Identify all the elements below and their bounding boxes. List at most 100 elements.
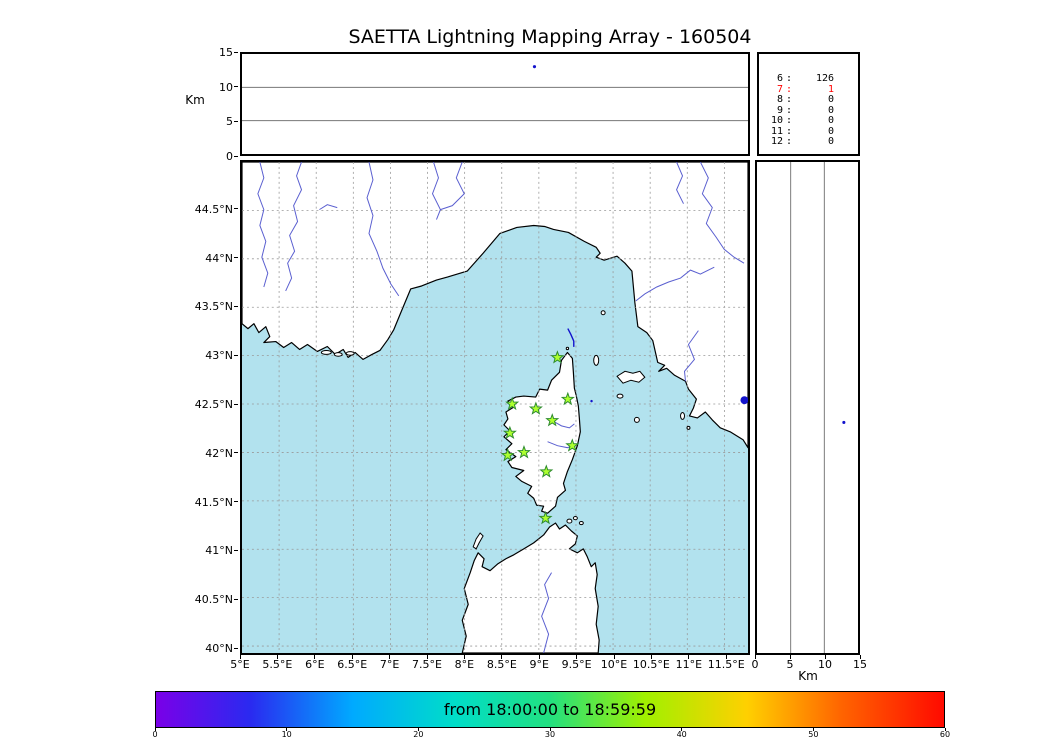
lon-tick-label: 6.5°E — [337, 658, 368, 671]
lat-tick-mark — [234, 598, 238, 600]
lat-tick-mark — [234, 549, 238, 551]
altitude-gridlines — [242, 86, 748, 122]
lon-tick-mark — [463, 655, 465, 659]
lat-tick-label: 44.5°N — [194, 202, 233, 216]
source-count: 0 — [827, 136, 834, 147]
altitude-latitude-canvas — [790, 162, 846, 653]
colorbar-tick-mark — [812, 728, 814, 731]
colorbar-tick-mark — [944, 728, 946, 731]
km-tick-mark — [824, 655, 826, 659]
station-star — [538, 510, 553, 525]
station-star — [545, 413, 560, 427]
river — [699, 162, 745, 264]
station-star — [528, 401, 543, 415]
lat-tick-mark — [234, 208, 238, 210]
colorbar-tick-label: 30 — [544, 730, 556, 739]
colorbar-tick-mark — [549, 728, 551, 731]
island-maddalena-1 — [566, 518, 573, 524]
lat-tick-label: 42.5°N — [194, 398, 233, 411]
lon-tick-mark — [613, 655, 615, 659]
altitude-gridlines — [790, 162, 825, 653]
island-pianosa — [616, 393, 624, 399]
altitude-time-panel — [240, 52, 750, 156]
island-giglio — [680, 411, 685, 420]
lat-tick-label: 41°N — [205, 544, 233, 558]
station-id: 8 — [776, 94, 783, 105]
station-star — [560, 391, 575, 406]
station-count-row: 6: 126 — [759, 73, 858, 85]
lightning-point — [740, 396, 748, 405]
km-tick-label: 15 — [853, 658, 867, 671]
lightning-point — [532, 65, 537, 69]
island-elba — [616, 370, 646, 384]
right-panel-xlabel: Km — [798, 669, 818, 683]
station-id: 6 — [776, 73, 783, 84]
top-panel-ylabel: Km — [185, 93, 205, 107]
lat-tick-label: 43.5°N — [194, 300, 233, 314]
km-tick-mark — [859, 655, 861, 659]
lon-tick-label: 11°E — [675, 658, 703, 671]
colorbar-tick-label: 60 — [939, 730, 951, 739]
island-montecristo — [633, 416, 640, 423]
lat-tick-mark — [234, 501, 238, 503]
lon-tick-mark — [239, 655, 241, 659]
colorbar: from 18:00:00 to 18:59:59 — [155, 691, 945, 728]
lat-tick-mark — [234, 354, 238, 356]
island-port-cros — [333, 352, 343, 357]
lon-tick-label: 7°E — [379, 658, 400, 671]
lightning-point — [842, 420, 846, 425]
lightning-point — [590, 399, 593, 403]
lon-tick-label: 8°E — [454, 658, 475, 671]
island-levant — [345, 351, 355, 356]
colorbar-tick-label: 50 — [808, 730, 819, 739]
colorbar-label: from 18:00:00 to 18:59:59 — [443, 700, 657, 719]
colorbar-tick-mark — [286, 728, 288, 731]
lat-tick-mark — [234, 403, 238, 405]
lon-tick-mark — [538, 655, 540, 659]
alt-tick-label: 5 — [226, 115, 233, 129]
colon: : — [785, 125, 793, 137]
colon: : — [785, 83, 793, 95]
river — [257, 162, 269, 288]
lat-tick-label: 43°N — [205, 349, 233, 363]
island-giraglia — [565, 346, 570, 351]
coastline-corsica — [503, 351, 581, 514]
km-tick-label: 5 — [786, 658, 794, 671]
km-tick-mark — [754, 655, 756, 659]
station-count-row: 8: 0 — [759, 94, 858, 106]
lon-tick-label: 5.5°E — [262, 658, 293, 671]
station-star — [565, 438, 580, 452]
island-gorgona — [600, 310, 606, 316]
colorbar-tick-mark — [681, 728, 683, 731]
island-maddalena-2 — [572, 516, 578, 521]
river — [431, 162, 441, 220]
station-star — [550, 350, 565, 364]
source-count: 0 — [827, 94, 834, 105]
source-count: 0 — [827, 115, 834, 126]
river — [366, 162, 400, 297]
alt-tick-mark — [234, 86, 238, 88]
lat-tick-mark — [234, 452, 238, 454]
colorbar-tick-label: 40 — [676, 730, 687, 739]
map-gridlines — [242, 162, 748, 653]
lon-tick-label: 5°E — [230, 658, 250, 671]
lon-tick-label: 10°E — [600, 658, 628, 671]
alt-tick-mark — [234, 51, 238, 53]
colon: : — [785, 104, 793, 116]
lat-tick-mark — [234, 305, 238, 307]
colorbar-tick-mark — [154, 728, 156, 731]
station-count-row: 7: 1 — [759, 83, 858, 96]
station-id: 7 — [776, 83, 783, 95]
river — [683, 330, 699, 382]
lat-tick-label: 44°N — [205, 251, 233, 265]
river — [319, 204, 338, 211]
lightning-streak — [567, 328, 575, 347]
station-count-row: 10: 0 — [759, 115, 858, 127]
river — [440, 162, 465, 211]
lon-tick-mark — [426, 655, 428, 659]
lon-tick-mark — [501, 655, 503, 659]
station-count-row: 9: 0 — [759, 104, 858, 117]
lon-tick-label: 9°E — [529, 658, 549, 671]
station-star — [502, 425, 517, 440]
station-id: 11 — [770, 125, 783, 137]
